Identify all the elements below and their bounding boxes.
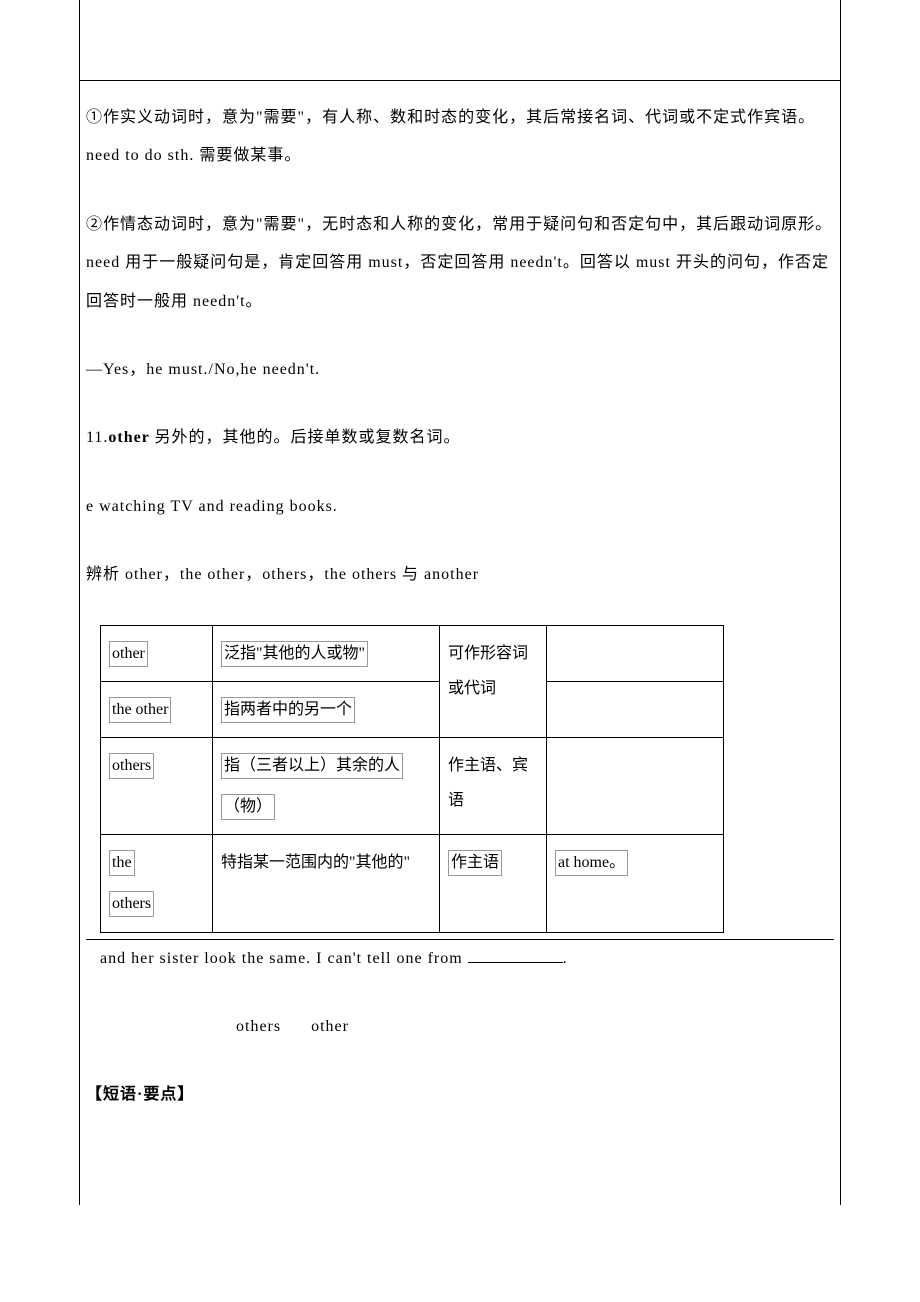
cell-r2c2: 指两者中的另一个 [213, 681, 440, 737]
para-sister-sentence: and her sister look the same. I can't te… [86, 940, 834, 978]
other-def: 另外的，其他的。后接单数或复数名词。 [155, 429, 461, 446]
section-heading-phrases: 【短语·要点】 [86, 1076, 834, 1114]
para-example-tv: e watching TV and reading books. [86, 488, 834, 526]
cell-text: 可作形容词或代词 [448, 645, 528, 697]
boxed-text: at home。 [555, 850, 628, 876]
boxed-text: others [109, 753, 154, 779]
table-row: other 泛指"其他的人或物" 可作形容词或代词 [101, 625, 724, 681]
cell-r4c4: at home。 [547, 835, 724, 932]
cell-r1c4 [547, 625, 724, 681]
boxed-text: the other [109, 697, 171, 723]
boxed-text: others [109, 891, 154, 917]
cell-r1c2: 泛指"其他的人或物" [213, 625, 440, 681]
cell-text: 作主语、宾语 [448, 757, 528, 809]
boxed-text: other [109, 641, 148, 667]
cell-r3c1: others [101, 737, 213, 834]
heading-text: 【短语·要点】 [86, 1086, 194, 1103]
item-number: 11. [86, 429, 108, 446]
para-need-verb: ①作实义动词时，意为"需要"，有人称、数和时态的变化，其后常接名词、代词或不定式… [86, 99, 834, 176]
sentence-text: and her sister look the same. I can't te… [100, 950, 468, 967]
para-compare-heading: 辨析 other，the other，others，the others 与 a… [86, 556, 834, 594]
boxed-text: 指两者中的另一个 [221, 697, 355, 723]
para-need-modal: ②作情态动词时，意为"需要"，无时态和人称的变化，常用于疑问句和否定句中，其后跟… [86, 206, 834, 321]
para-other-heading: 11.other 另外的，其他的。后接单数或复数名词。 [86, 419, 834, 457]
sentence-end: . [563, 950, 568, 967]
top-divider [80, 80, 840, 81]
cell-r3c4 [547, 737, 724, 834]
comparison-table: other 泛指"其他的人或物" 可作形容词或代词 the other 指两者中… [100, 625, 724, 933]
boxed-text: 泛指"其他的人或物" [221, 641, 368, 667]
table-row: the others 特指某一范围内的"其他的" 作主语 at home。 [101, 835, 724, 932]
cell-r2c4 [547, 681, 724, 737]
boxed-text: 作主语 [448, 850, 502, 876]
table-row: the other 指两者中的另一个 [101, 681, 724, 737]
cell-r4c3: 作主语 [440, 835, 547, 932]
cell-r4c1: the others [101, 835, 213, 932]
cell-text: 特指某一范围内的"其他的" [221, 854, 410, 871]
cell-r4c2: 特指某一范围内的"其他的" [213, 835, 440, 932]
boxed-text: 指（三者以上）其余的人 [221, 753, 403, 779]
cell-r1c3: 可作形容词或代词 [440, 625, 547, 737]
cell-r3c3: 作主语、宾语 [440, 737, 547, 834]
blank-line [468, 962, 563, 963]
word-other: other [108, 429, 154, 446]
option-a: others [236, 1018, 281, 1035]
option-b: other [311, 1018, 349, 1035]
para-yes-no: —Yes，he must./No,he needn't. [86, 351, 834, 389]
para-options: others other [86, 1008, 834, 1046]
boxed-text: the [109, 850, 135, 876]
cell-r1c1: other [101, 625, 213, 681]
cell-r2c1: the other [101, 681, 213, 737]
cell-r3c2: 指（三者以上）其余的人 （物） [213, 737, 440, 834]
table-row: others 指（三者以上）其余的人 （物） 作主语、宾语 [101, 737, 724, 834]
boxed-text: （物） [221, 794, 275, 820]
